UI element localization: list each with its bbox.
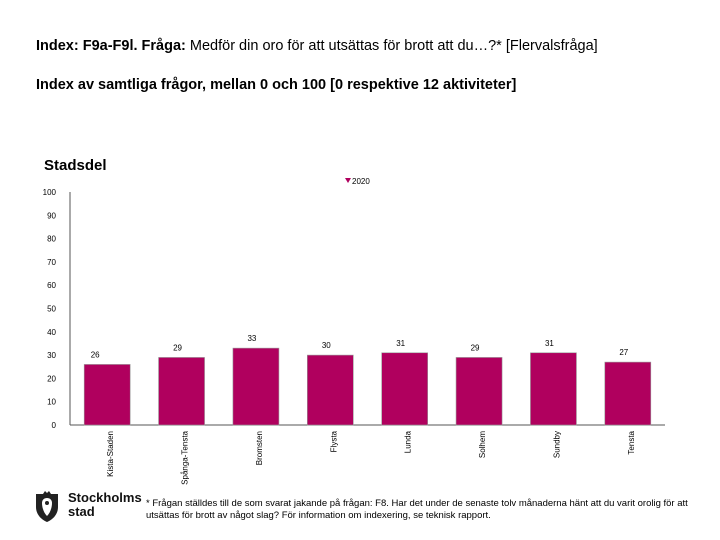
- chart-title: Index: F9a-F9l. Fråga: Medför din oro fö…: [36, 38, 706, 54]
- y-tick-label: 80: [47, 235, 56, 244]
- y-tick-label: 90: [47, 211, 56, 220]
- bar-bromsten: [232, 347, 280, 426]
- section-label: Stadsdel: [44, 157, 107, 174]
- title-prefix: Index: F9a-F9l. Fråga:: [36, 38, 186, 54]
- y-tick-label: 30: [47, 351, 56, 360]
- stockholm-logo: Stockholms stad: [34, 491, 144, 525]
- y-tick-label: 20: [47, 374, 56, 383]
- title-question: Medför din oro för att utsättas för brot…: [185, 38, 598, 54]
- bar-sundby: [530, 352, 577, 426]
- y-tick-label: 100: [43, 188, 57, 197]
- x-tick-label: Solhem: [478, 431, 487, 458]
- x-tick-label: Lunda: [404, 430, 413, 453]
- chart-subtitle: Index av samtliga frågor, mellan 0 och 1…: [36, 77, 517, 93]
- y-tick-label: 70: [47, 258, 56, 267]
- data-label: 31: [396, 339, 405, 348]
- legend-marker: [345, 178, 351, 183]
- x-tick-label: Tensta: [627, 430, 636, 454]
- y-tick-label: 50: [47, 305, 56, 314]
- data-label: 31: [545, 339, 554, 348]
- bar-kista-staden: [83, 364, 131, 426]
- x-tick-label: Spånga-Tensta: [181, 430, 190, 484]
- bar-tensta: [604, 361, 652, 426]
- data-label: 30: [322, 341, 331, 350]
- x-tick-label: Kista-Staden: [106, 431, 115, 477]
- data-label: 29: [471, 343, 480, 352]
- x-tick-label: Bromsten: [255, 431, 264, 465]
- y-tick-label: 0: [52, 421, 57, 430]
- y-tick-label: 10: [47, 398, 56, 407]
- stockholm-crest-icon: [36, 491, 58, 522]
- bar-chart: 0 10 20 30 40 50 60 70 80 90 100 2020 26 Kista-Staden…: [43, 177, 665, 485]
- x-tick-label: Flysta: [329, 430, 338, 452]
- logo-line2: stad: [68, 504, 95, 519]
- y-tick-label: 60: [47, 281, 56, 290]
- bar-flysta: [307, 354, 354, 426]
- logo-line1: Stockholms: [68, 490, 142, 505]
- data-label: 29: [173, 343, 182, 352]
- data-label: 26: [91, 350, 100, 359]
- x-tick-label: Sundby: [552, 431, 561, 458]
- y-tick-label: 40: [47, 328, 56, 337]
- data-label: 33: [247, 334, 256, 343]
- data-label: 27: [619, 348, 628, 357]
- bar-spånga-tensta: [158, 357, 205, 426]
- footnote: * Frågan ställdes till de som svarat jak…: [146, 498, 688, 521]
- legend-label: 2020: [352, 177, 370, 186]
- bar-solhem: [455, 357, 503, 426]
- bar-lunda: [381, 352, 428, 426]
